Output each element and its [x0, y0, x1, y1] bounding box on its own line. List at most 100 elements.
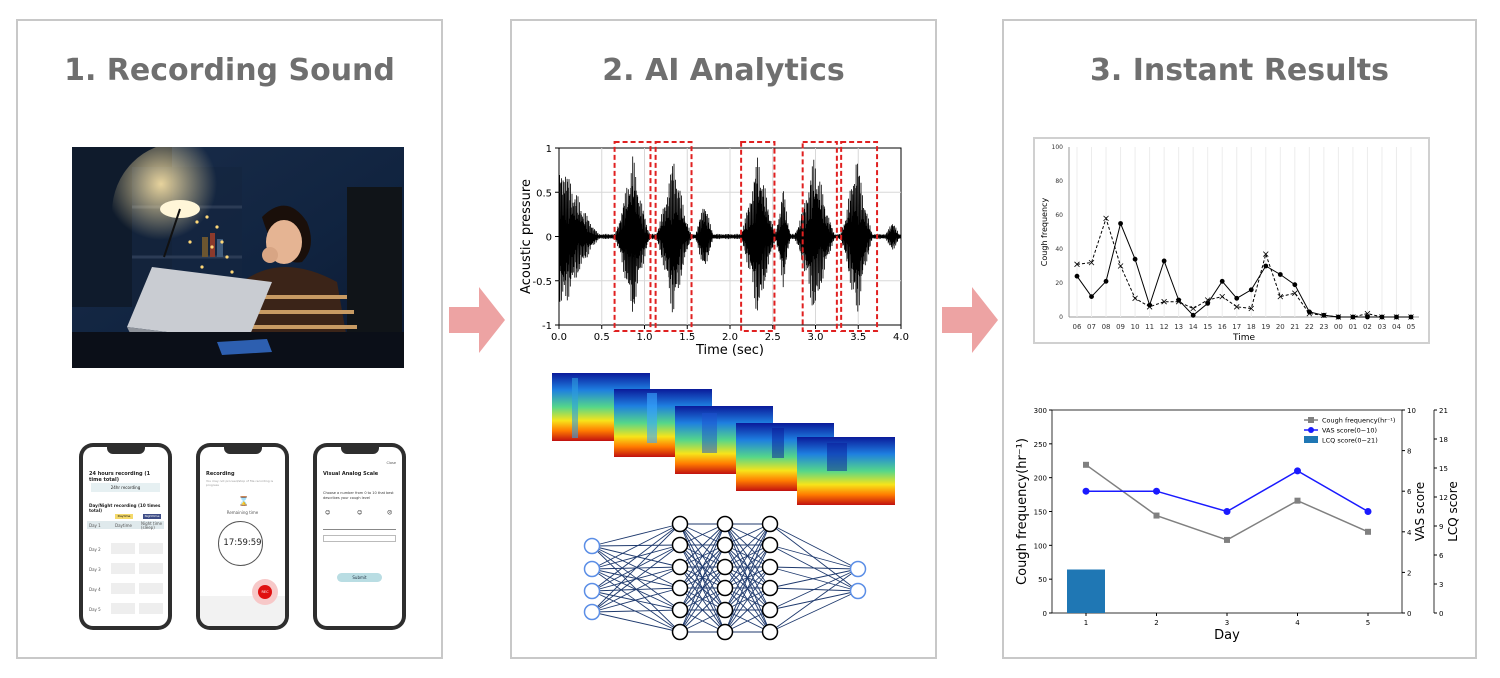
rec-button[interactable]: REC [258, 585, 272, 599]
recording-title: Recording [206, 471, 235, 477]
face-neutral-icon: ☺ [357, 510, 363, 516]
submit-button[interactable]: Submit [337, 573, 382, 582]
y-tick-label: 0 [1043, 610, 1047, 618]
nn-edge [769, 568, 859, 611]
lcq-bar [1067, 569, 1105, 613]
data-point [1292, 290, 1298, 296]
x-tick-label: 21 [1290, 323, 1299, 331]
data-point [1132, 256, 1138, 262]
cough-frequency-point [1294, 497, 1301, 504]
neural-network-diagram [583, 515, 867, 641]
legend-swatch [1304, 436, 1318, 443]
data-point [1219, 293, 1225, 300]
y-axis-label: Cough frequency(hr⁻¹) [1015, 438, 1030, 585]
nn-node [671, 536, 689, 554]
data-point [1204, 297, 1211, 303]
slot[interactable] [111, 603, 135, 614]
cough-frequency-point [1153, 512, 1160, 519]
nn-edge [724, 523, 771, 546]
nn-node [849, 582, 867, 600]
24hr-recording-button[interactable]: 24hr recording [91, 483, 160, 492]
x-tick-label: 08 [1102, 323, 1111, 331]
nn-edge [591, 590, 681, 611]
slot[interactable] [139, 583, 163, 594]
nn-node [761, 623, 779, 641]
slot[interactable] [139, 563, 163, 574]
data-point [1234, 295, 1240, 301]
vas-score-point [1294, 467, 1301, 475]
nn-node [761, 579, 779, 597]
lcq-tick-label: 0 [1439, 610, 1443, 618]
legend-label: VAS score(0~10) [1322, 427, 1377, 435]
y-tick-label: 250 [1034, 441, 1047, 449]
x-tick-label: 0.0 [551, 332, 567, 343]
cough-detection-box [840, 141, 879, 332]
y-tick-label: 20 [1055, 280, 1063, 287]
slot[interactable] [111, 563, 135, 574]
vas-tick-label: 0 [1407, 610, 1411, 618]
vas-score-line [1086, 470, 1369, 513]
x-tick-label: 16 [1218, 323, 1227, 331]
slot[interactable] [139, 543, 163, 554]
y-tick-label: 80 [1055, 178, 1063, 185]
daytime-tag: Daytime [115, 514, 133, 519]
data-point [1306, 310, 1313, 317]
data-point [1146, 304, 1153, 310]
nn-node [716, 558, 734, 576]
data-point [1089, 294, 1094, 299]
nn-node [716, 515, 734, 533]
close-link[interactable]: Close [386, 461, 396, 465]
x-tick-label: 20 [1276, 323, 1285, 331]
acoustic-waveform-plot: 1 0.5 0 -0.5 -10.0 0.5 1.0 1.5 2.0 2.5 3.0 3.5 4.0 Ti… [519, 141, 909, 358]
nn-edge [769, 566, 859, 570]
right-arrow-icon [449, 287, 505, 353]
night-coughing-photo [72, 147, 404, 368]
x-tick-label: 22 [1305, 323, 1314, 331]
y-tick-label: 300 [1034, 407, 1047, 415]
data-point [1248, 305, 1255, 312]
nn-edge [724, 609, 771, 633]
x-tick-label: 07 [1087, 323, 1096, 331]
x-tick-label: 05 [1407, 323, 1416, 331]
x-tick-label: 23 [1319, 323, 1328, 331]
slot[interactable] [111, 583, 135, 594]
day-1-label: Day 1 [89, 523, 101, 528]
cough-detection-box [740, 141, 776, 332]
cough-frequency-line [1085, 464, 1369, 541]
y-tick-label: 150 [1034, 509, 1047, 517]
nn-edge [591, 523, 681, 613]
nn-edge [591, 545, 681, 568]
slot[interactable] [111, 543, 135, 554]
nn-edge [591, 523, 681, 570]
x-tick-label: 15 [1203, 323, 1212, 331]
nn-edge [591, 587, 681, 613]
face-sad-icon: ☹ [387, 510, 393, 516]
x-tick-label: 00 [1334, 323, 1343, 331]
x-tick-label: 3.5 [850, 332, 866, 343]
nn-edge [769, 566, 859, 592]
lcq-tick-label: 9 [1439, 523, 1443, 531]
data-point [1393, 314, 1400, 320]
data-point [1321, 312, 1327, 319]
nn-edge [769, 590, 859, 633]
nn-node [583, 582, 601, 600]
data-point [1175, 298, 1182, 305]
y-tick-label: 40 [1055, 246, 1063, 253]
nn-edge [769, 544, 859, 570]
x-tick-label: 4 [1295, 619, 1300, 627]
panel-title: 2. AI Analytics [602, 53, 845, 88]
x-tick-label: 3 [1225, 619, 1229, 627]
data-point [1219, 278, 1225, 284]
remaining-time-label: Remaining time [226, 510, 259, 515]
y-tick-label: 100 [1052, 144, 1064, 151]
day-5-label: Day 5 [89, 607, 101, 612]
slot[interactable] [139, 603, 163, 614]
vas-tick-label: 4 [1407, 529, 1412, 537]
schedule-title: 24 hours recording (1 time total) [89, 471, 151, 483]
lcq-tick-label: 3 [1439, 581, 1443, 589]
nn-edge [724, 544, 771, 633]
phone-recording-schedule: 24 hours recording (1 time total) 24hr r… [79, 443, 172, 630]
daytime-column: Daytime [115, 523, 132, 528]
vas-slider[interactable] [323, 529, 396, 530]
data-point [1277, 293, 1284, 300]
